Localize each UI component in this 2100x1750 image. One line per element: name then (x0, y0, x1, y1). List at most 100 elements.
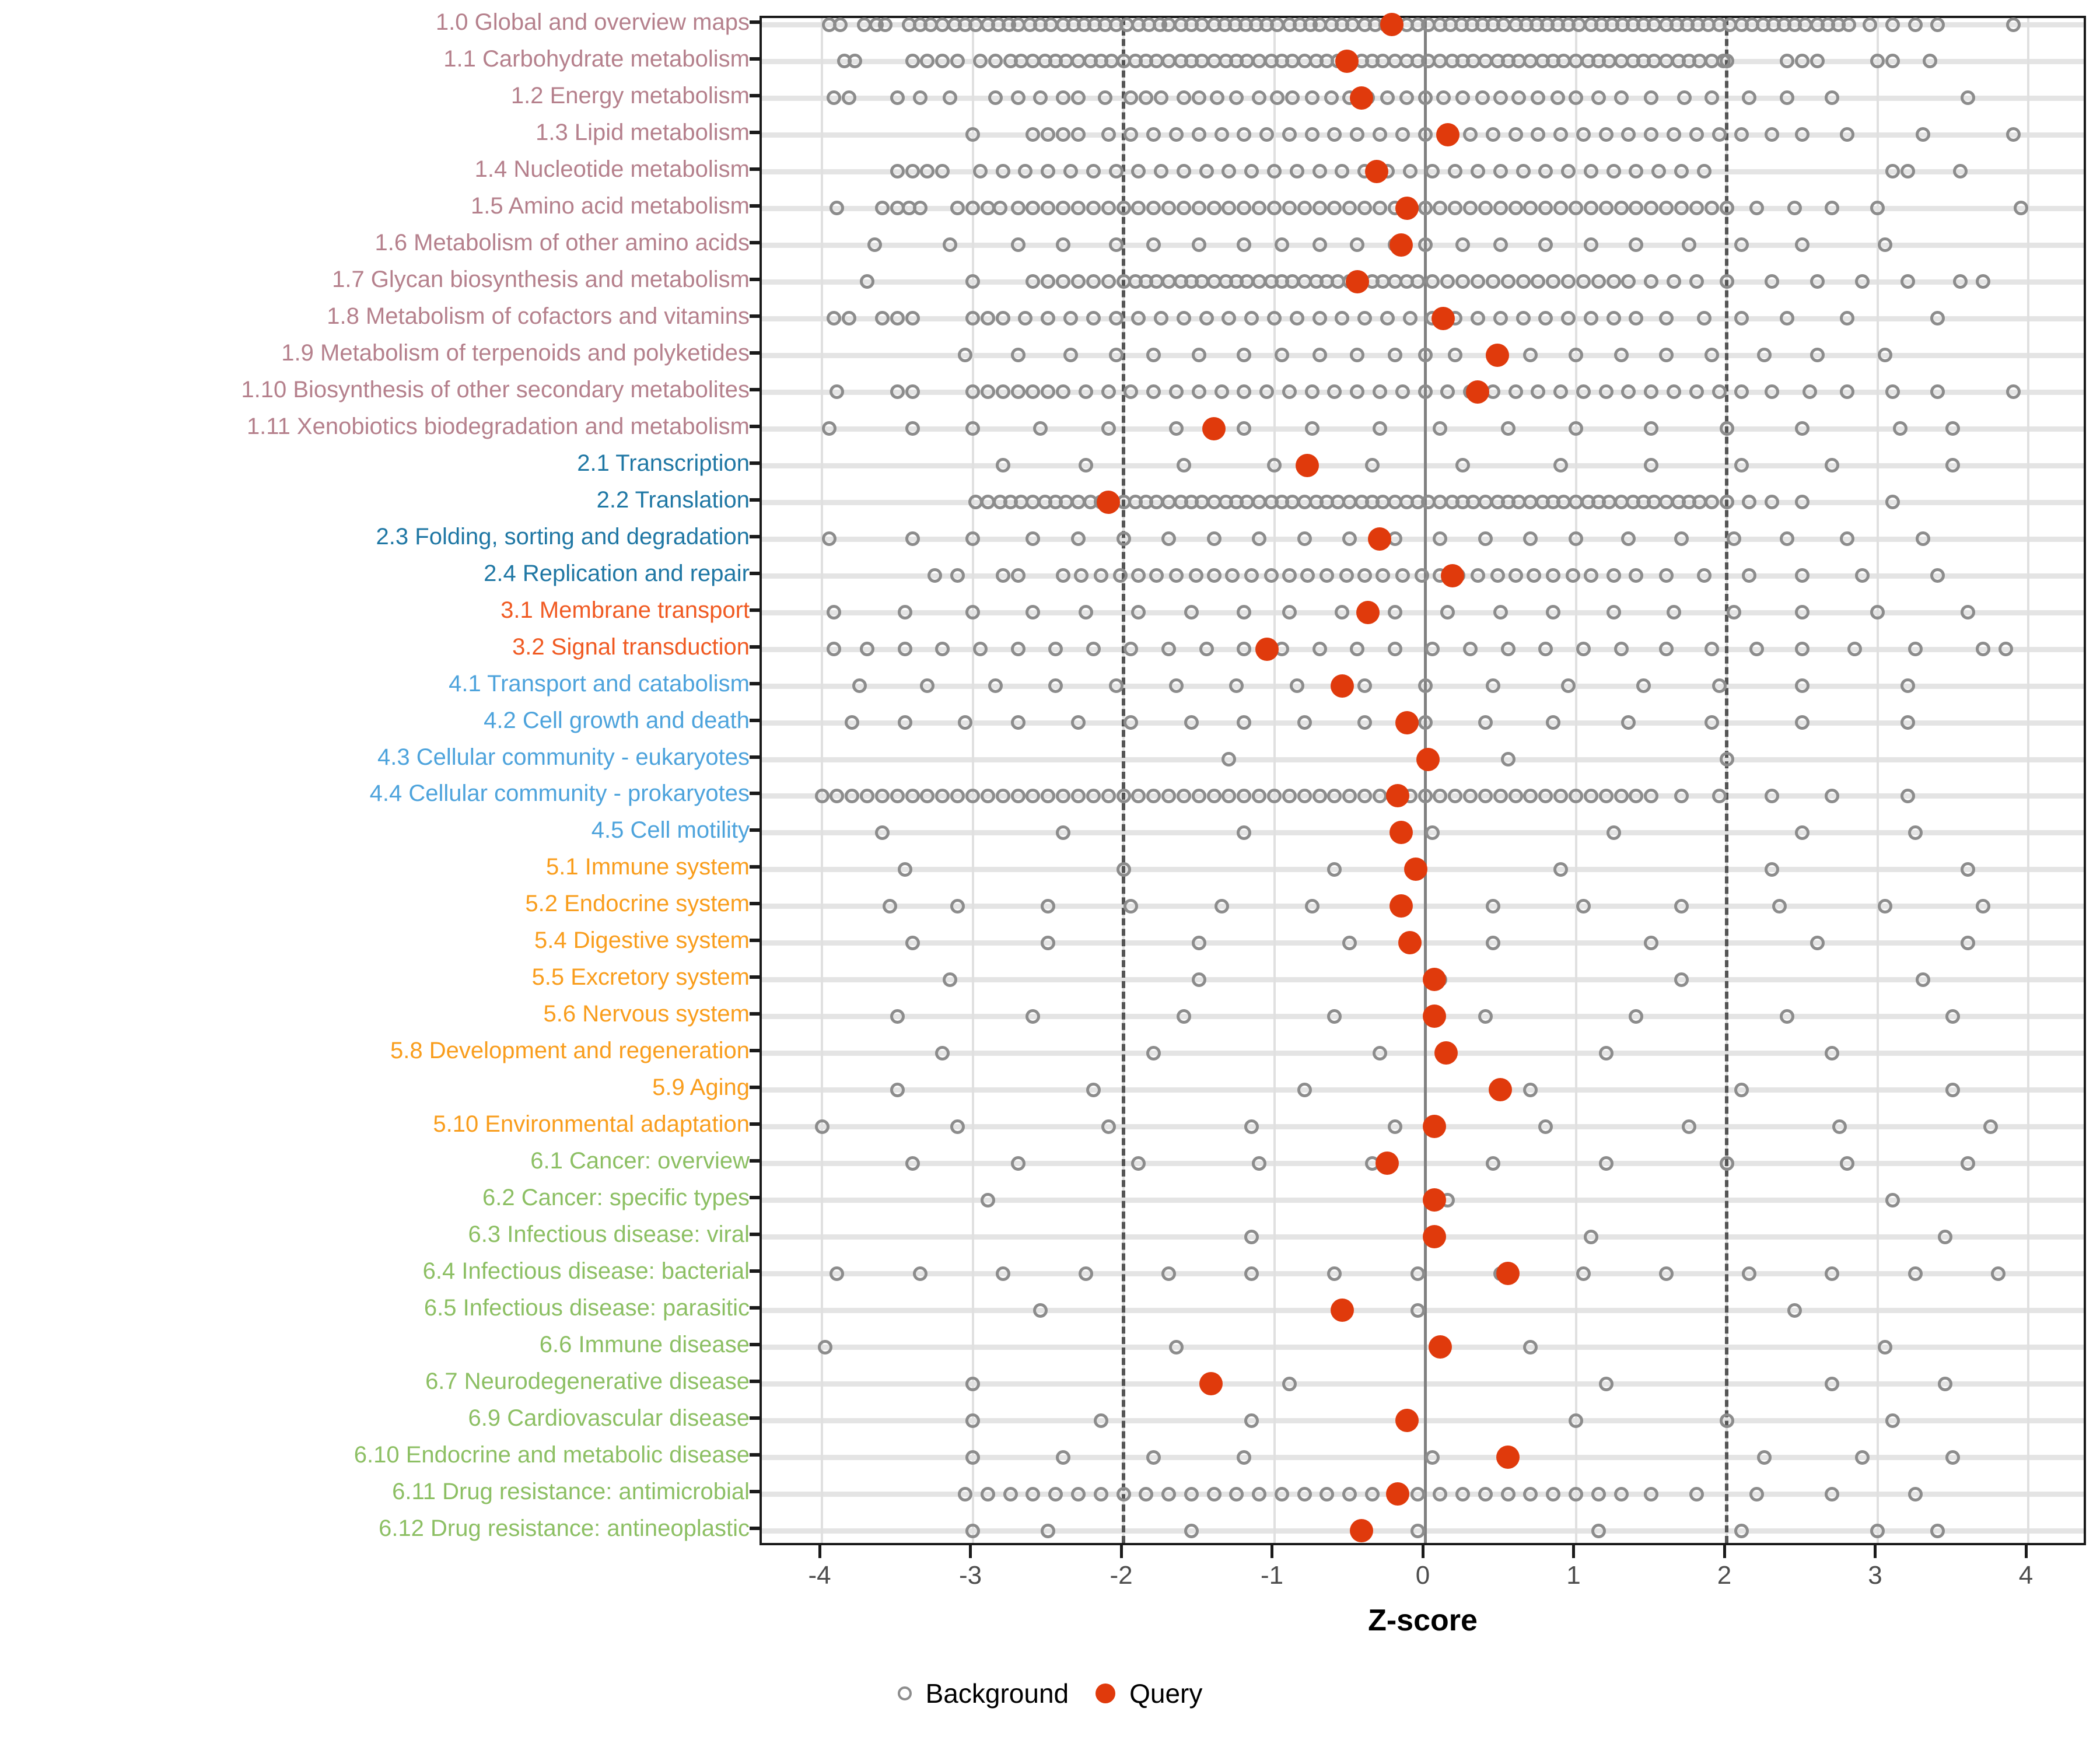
background-point (1794, 237, 1810, 253)
y-axis-label-6: 6.12 Drug resistance: antineoplastic (379, 1516, 750, 1541)
background-point (1026, 531, 1041, 547)
query-point (1330, 674, 1354, 698)
background-point (1810, 935, 1825, 950)
background-point (1282, 788, 1297, 803)
background-point (1357, 568, 1373, 583)
background-point (1644, 935, 1659, 950)
background-point (1041, 935, 1056, 950)
background-point (1644, 1486, 1659, 1502)
background-point (1108, 164, 1124, 179)
background-point (1606, 274, 1621, 289)
background-point (1372, 384, 1387, 400)
background-point (1975, 274, 1990, 289)
background-point (827, 605, 842, 620)
query-point (1376, 1152, 1399, 1175)
background-point (1312, 164, 1327, 179)
background-point (958, 1486, 973, 1502)
query-point (1389, 233, 1413, 257)
y-axis-label-1: 1.1 Carbohydrate metabolism (443, 46, 750, 72)
background-point (1206, 531, 1222, 547)
background-point (1425, 825, 1440, 840)
y-axis-tick (750, 130, 760, 134)
background-point (1908, 1266, 1923, 1281)
background-point (1244, 568, 1259, 583)
background-point (965, 788, 980, 803)
background-point (1636, 678, 1651, 694)
background-point (950, 1119, 965, 1134)
background-point (1606, 605, 1621, 620)
gridline-vertical (971, 18, 974, 1543)
background-point (1598, 1156, 1614, 1171)
background-point (1418, 201, 1433, 216)
background-point (830, 1266, 845, 1281)
background-point (827, 311, 842, 326)
background-point (1267, 311, 1282, 326)
background-point (1825, 1376, 1840, 1391)
x-axis-label: 1 (1566, 1561, 1581, 1590)
y-axis-tick (750, 498, 760, 502)
x-axis-tick (1119, 1545, 1123, 1558)
background-point (1252, 531, 1267, 547)
background-point (1885, 54, 1900, 69)
background-point (1734, 311, 1749, 326)
background-point (1010, 568, 1026, 583)
legend-item-background[interactable]: Background (897, 1680, 1069, 1707)
y-axis-tick (750, 1086, 760, 1090)
background-point (1425, 274, 1440, 289)
background-point (1010, 201, 1026, 216)
query-point (1350, 1519, 1374, 1542)
background-point (1908, 17, 1923, 32)
background-point (1500, 752, 1516, 766)
background-point (1576, 1266, 1591, 1281)
background-point (1553, 127, 1569, 142)
y-axis-tick (750, 865, 760, 869)
background-point (1696, 311, 1712, 326)
background-point (1598, 788, 1614, 803)
background-point (980, 384, 995, 400)
background-point (912, 1266, 928, 1281)
x-axis-title: Z-score (1368, 1604, 1478, 1637)
y-axis-label-4: 4.2 Cell growth and death (484, 707, 750, 733)
query-point (1350, 86, 1374, 110)
gridline-vertical (2027, 18, 2029, 1543)
legend-item-query[interactable]: Query (1096, 1680, 1202, 1707)
background-point (1101, 384, 1116, 400)
background-point (1569, 531, 1583, 547)
background-point (1569, 788, 1583, 803)
background-point (1478, 531, 1493, 547)
background-point (1470, 311, 1485, 326)
background-point (1659, 642, 1674, 657)
background-point (1478, 715, 1493, 730)
background-point (1270, 90, 1285, 106)
y-axis-labels: 1.0 Global and overview maps 1.1 Carbohyd… (0, 0, 760, 1575)
background-point (1410, 1523, 1425, 1538)
y-axis-label-1: 1.7 Glycan biosynthesis and metabolism (332, 266, 750, 292)
background-point (1327, 384, 1342, 400)
background-point (1523, 531, 1538, 547)
gridline-horizontal (762, 316, 2084, 321)
background-point (965, 274, 980, 289)
gridline-horizontal (762, 1381, 2084, 1387)
chart-legend: Background Query (0, 1680, 2100, 1707)
background-point (1415, 568, 1430, 583)
background-point (1877, 1339, 1892, 1354)
background-point (1734, 1082, 1749, 1097)
query-point (1395, 196, 1419, 220)
background-point (1614, 348, 1629, 363)
background-point (1342, 531, 1357, 547)
background-point (814, 1119, 830, 1134)
background-point (1176, 90, 1191, 106)
background-point (1975, 898, 1990, 914)
background-point (1026, 201, 1041, 216)
background-point (1418, 237, 1433, 253)
background-point (1478, 1486, 1493, 1502)
background-point (860, 788, 875, 803)
background-point (1191, 384, 1206, 400)
background-point (1877, 237, 1892, 253)
background-point (1041, 201, 1056, 216)
y-axis-tick (750, 240, 760, 244)
y-axis-tick (750, 1049, 760, 1053)
y-axis-tick (750, 1380, 760, 1384)
background-point (830, 384, 845, 400)
background-point (1086, 642, 1101, 657)
